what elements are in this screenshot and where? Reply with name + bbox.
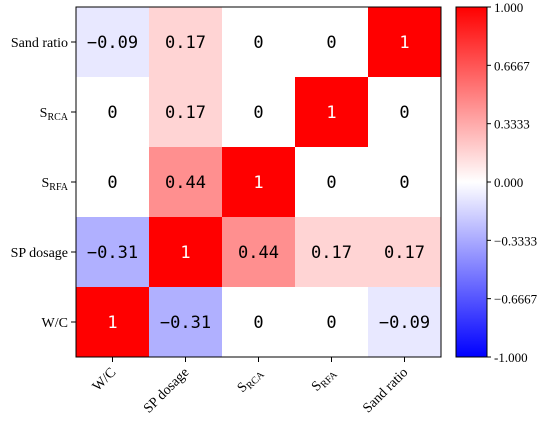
- heatmap-cell: [368, 287, 441, 357]
- y-tick-label-w-c: W/C: [42, 316, 68, 331]
- heatmap-cell-label: 0.44: [238, 243, 279, 263]
- heatmap-cell-label: 0: [107, 103, 117, 123]
- heatmap-cell-label: −0.09: [379, 313, 430, 333]
- y-tick-label-s-rca: SRCA: [40, 106, 69, 123]
- heatmap-cell-label: 0: [253, 103, 263, 123]
- heatmap-cell-label: 0.17: [165, 33, 206, 53]
- heatmap-cell-label: 0: [107, 173, 117, 193]
- heatmap-cell-label: 1: [326, 103, 336, 123]
- heatmap-cell: [76, 287, 149, 357]
- heatmap-cell: [295, 287, 368, 357]
- heatmap-cell-label: −0.31: [87, 243, 138, 263]
- colorbar-ticks: 1.000 0.6667 0.3333 0.000 −0.3333 −0.6667 -1.0…: [487, 0, 538, 365]
- heatmap-cell: [368, 147, 441, 217]
- heatmap-cell-label: 0.44: [165, 173, 206, 193]
- heatmap-cell: [295, 7, 368, 77]
- x-tick-label-sp-dosage: SP dosage: [141, 365, 192, 416]
- heatmap-cell-label: 0: [253, 33, 263, 53]
- x-axis-ticks: W/C SP dosage SRCA SRFA Sand ratio: [90, 357, 411, 416]
- heatmap-cell-label: 0.17: [384, 243, 425, 263]
- colorbar-tick-label: −0.6667: [494, 292, 538, 307]
- colorbar-tick-label: 0.6667: [494, 58, 530, 73]
- colorbar-tick-label: 1.000: [494, 0, 523, 15]
- heatmap-cell-label: 1: [253, 173, 263, 193]
- x-tick-label-w-c: W/C: [90, 365, 119, 394]
- heatmap-cell-label: −0.31: [160, 313, 211, 333]
- heatmap-cell: [368, 77, 441, 147]
- heatmap-cell-label: 1: [180, 243, 190, 263]
- heatmap-cell-label: 0.17: [311, 243, 352, 263]
- heatmap-cell-label: 1: [107, 313, 117, 333]
- heatmap-cell: [76, 7, 149, 77]
- colorbar: [455, 6, 488, 358]
- heatmap-cell-label: 1: [399, 33, 409, 53]
- x-tick-label-s-rfa: SRFA: [309, 365, 340, 396]
- heatmap-cell-label: 0: [326, 173, 336, 193]
- heatmap-cell: [295, 217, 368, 287]
- heatmap-cell: [76, 147, 149, 217]
- heatmap-cell: [222, 77, 295, 147]
- heatmap-cell: [368, 217, 441, 287]
- x-tick-label-sand-ratio: Sand ratio: [360, 365, 411, 416]
- heatmap-cell: [149, 7, 222, 77]
- colorbar-tick-label: -1.000: [494, 350, 528, 365]
- heatmap-cell-label: 0.17: [165, 103, 206, 123]
- heatmap-cell: [222, 7, 295, 77]
- x-tick-label-s-rca: SRCA: [235, 365, 268, 398]
- y-tick-label-sp-dosage: SP dosage: [11, 246, 68, 261]
- heatmap-cell: [149, 217, 222, 287]
- heatmap-cell: [76, 77, 149, 147]
- heatmap-cell: [222, 287, 295, 357]
- colorbar-tick-label: −0.3333: [494, 233, 537, 248]
- heatmap-cell-label: 0: [399, 173, 409, 193]
- heatmap-cells: [76, 7, 441, 357]
- heatmap-cell-label: 0: [253, 313, 263, 333]
- heatmap-cell: [222, 217, 295, 287]
- heatmap-cell-label: 0: [399, 103, 409, 123]
- y-axis-ticks: Sand ratio SRCA SRFA SP dosage W/C: [11, 36, 76, 331]
- heatmap-cell-label: 0: [326, 33, 336, 53]
- heatmap-cell: [295, 77, 368, 147]
- heatmap-cell-labels: −0.09 0.17 0 0 1 0 0.17 0 1 0 0 0.44 1 0 0 −0.31 1 0.44 0.…: [87, 33, 430, 333]
- heatmap-cell-label: −0.09: [87, 33, 138, 53]
- colorbar-tick-label: 0.3333: [494, 117, 530, 132]
- heatmap-cell: [149, 147, 222, 217]
- colorbar-tick-label: 0.000: [494, 175, 523, 190]
- heatmap-cell: [149, 287, 222, 357]
- heatmap-cell: [368, 7, 441, 77]
- heatmap-cell: [295, 147, 368, 217]
- y-tick-label-sand-ratio: Sand ratio: [11, 36, 68, 51]
- heatmap-cell-label: 0: [326, 313, 336, 333]
- heatmap-cell: [76, 217, 149, 287]
- heatmap-cell: [222, 147, 295, 217]
- y-tick-label-s-rfa: SRFA: [41, 176, 68, 193]
- heatmap-cell: [149, 77, 222, 147]
